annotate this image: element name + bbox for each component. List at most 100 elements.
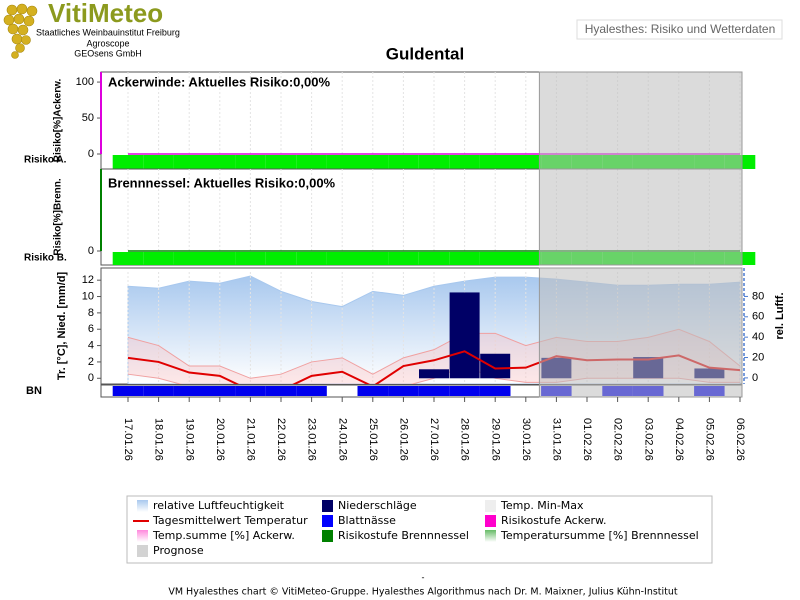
x-tick-label: 02.02.26 [612, 418, 624, 461]
risk-level [296, 155, 327, 169]
x-tick-label: 29.01.26 [489, 418, 501, 461]
footer-dash: - [422, 572, 425, 582]
x-tick-label: 21.01.26 [244, 418, 256, 461]
tab-label[interactable]: Hyalesthes: Risiko und Wetterdaten [585, 22, 776, 36]
risk-level [418, 252, 450, 265]
leaf-wetness [235, 386, 266, 396]
x-tick-label: 27.01.26 [428, 418, 440, 461]
leaf-wetness [357, 386, 389, 396]
legend-label: relative Luftfeuchtigkeit [153, 499, 285, 512]
risk-level [479, 252, 511, 265]
x-tick-label: 22.01.26 [275, 418, 287, 461]
risk-level [204, 155, 236, 169]
x-tick-label: 04.02.26 [673, 418, 685, 461]
legend-label: Prognose [153, 544, 204, 557]
y-axis-label: Tr. [°C], Nied. [mm/d] [56, 272, 68, 381]
leaf-wetness [265, 386, 297, 396]
legend-swatch [137, 545, 148, 557]
bn-label: BN [26, 385, 42, 397]
legend-label: Risikostufe Ackerw. [501, 514, 606, 527]
x-tick-label: 06.02.26 [734, 418, 746, 461]
y-tick-label: 0 [88, 372, 94, 384]
legend-label: Blattnässe [338, 514, 396, 527]
precip-bar [419, 369, 449, 379]
risk-level [479, 155, 511, 169]
y-tick-label: 10 [82, 290, 94, 302]
risk-level [112, 252, 144, 265]
y2-tick-label: 0 [752, 372, 758, 384]
leaf-wetness [418, 386, 450, 396]
legend-swatch [137, 530, 148, 542]
risk-level [418, 155, 450, 169]
precip-bar [449, 292, 480, 379]
leaf-wetness [388, 386, 419, 396]
y-tick-label: 0 [88, 245, 94, 257]
x-tick-label: 20.01.26 [214, 418, 226, 461]
legend-swatch [322, 500, 333, 512]
institution: GEOsens GmbH [74, 48, 142, 58]
y-tick-label: 100 [76, 76, 94, 88]
y-tick-label: 0 [88, 148, 94, 160]
y2-tick-label: 40 [752, 331, 764, 343]
y2-tick-label: 20 [752, 351, 764, 363]
x-tick-label: 01.02.26 [581, 418, 593, 461]
legend-label: Niederschläge [338, 499, 417, 512]
precip-bar [480, 353, 511, 379]
leaf-wetness [449, 386, 480, 396]
legend-label: Tagesmittelwert Temperatur [152, 514, 308, 527]
risk-level [449, 155, 480, 169]
leaf-wetness [510, 386, 542, 396]
leaf-wetness [204, 386, 236, 396]
forecast-region [538, 267, 743, 398]
risk-level [388, 252, 419, 265]
legend-label: Temperatursumme [%] Brennnessel [500, 529, 699, 542]
legend-swatch [485, 515, 496, 527]
risk-level [173, 155, 205, 169]
leaf-wetness [479, 386, 511, 396]
y-tick-label: 50 [82, 112, 94, 124]
leaf-wetness [112, 386, 144, 396]
leaf-wetness [143, 386, 174, 396]
x-tick-label: 24.01.26 [336, 418, 348, 461]
risk-level [510, 252, 542, 265]
tab[interactable] [576, 19, 783, 40]
forecast-region [538, 168, 743, 266]
y-axis-label: Risiko[%]Brenn. [53, 178, 64, 255]
risk-level [112, 155, 144, 169]
risk-level [204, 252, 236, 265]
legend-swatch [485, 530, 496, 542]
legend-swatch [322, 530, 333, 542]
x-tick-label: 05.02.26 [703, 418, 715, 461]
risk-level [265, 252, 297, 265]
risk-level [388, 155, 419, 169]
x-tick-label: 25.01.26 [367, 418, 379, 461]
x-tick-label: 28.01.26 [459, 418, 471, 461]
y2-tick-label: 60 [752, 311, 764, 323]
y-tick-label: 6 [88, 323, 94, 335]
chart-title: Guldental [386, 44, 464, 63]
legend-box [126, 495, 713, 564]
x-tick-label: 19.01.26 [183, 418, 195, 461]
y-tick-label: 4 [88, 339, 94, 351]
institution: Staatliches Weinbauinstitut Freiburg [36, 27, 180, 37]
risk-level [265, 155, 297, 169]
y2-axis-label: rel. Luftf. [774, 292, 786, 339]
risk-level [326, 155, 358, 169]
legend-swatch [485, 500, 496, 512]
y-axis-label: Risiko[%]Ackerw. [53, 79, 64, 163]
leaf-wetness [296, 386, 327, 396]
leaf-wetness [173, 386, 205, 396]
panel-title: Ackerwinde: Aktuelles Risiko:0,00% [108, 74, 330, 89]
legend-label: Temp.summe [%] Ackerw. [152, 529, 295, 542]
y-tick-label: 8 [88, 307, 94, 319]
risk-level [296, 252, 327, 265]
risk-level [235, 252, 266, 265]
risk-level [449, 252, 480, 265]
leaf-wetness [326, 386, 358, 396]
y2-tick-label: 80 [752, 290, 764, 302]
x-tick-label: 23.01.26 [306, 418, 318, 461]
x-tick-label: 26.01.26 [397, 418, 409, 461]
legend-swatch [137, 500, 148, 512]
